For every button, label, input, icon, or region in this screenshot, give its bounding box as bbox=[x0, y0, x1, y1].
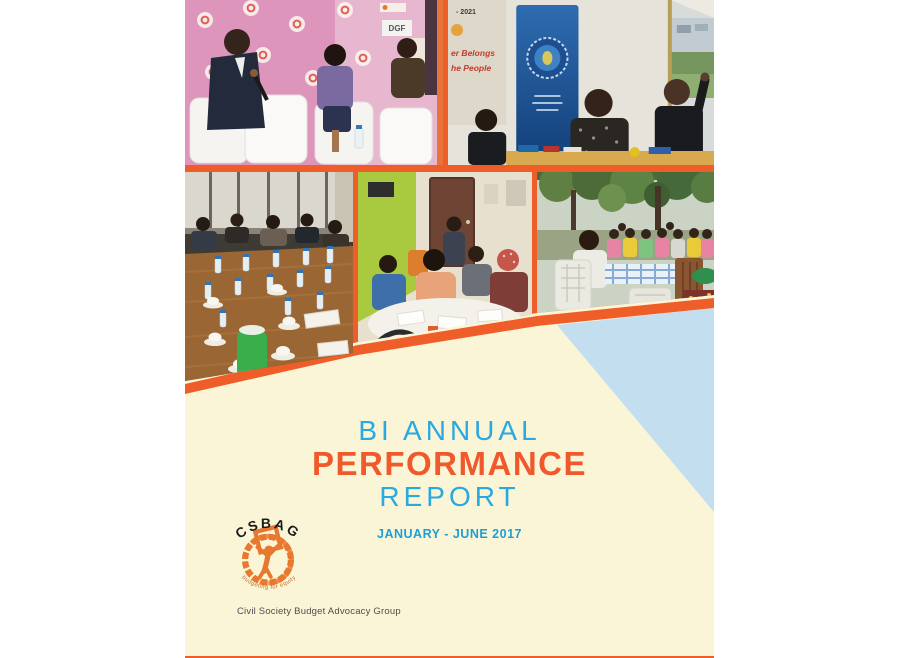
panelist-center bbox=[317, 44, 353, 152]
standing-facilitator bbox=[443, 216, 465, 266]
rollup-banner bbox=[516, 5, 579, 165]
notepads bbox=[303, 309, 350, 358]
banner-year: - 2021 bbox=[456, 9, 476, 16]
sky bbox=[670, 18, 714, 53]
attendee-left bbox=[468, 109, 507, 165]
report-period: JANUARY - JUNE 2017 bbox=[377, 527, 522, 541]
stage-curtain bbox=[425, 0, 438, 95]
dgf-logo-box bbox=[382, 20, 412, 36]
photo-collage: DGF bbox=[185, 0, 714, 400]
water-bottles-group bbox=[204, 246, 334, 328]
photo-workshop-illustration bbox=[358, 172, 532, 342]
water-bottle bbox=[354, 125, 364, 149]
title-line-bi-annual: BI ANNUAL bbox=[358, 415, 541, 446]
photo-workshop-roundtable bbox=[358, 172, 532, 342]
photo-press-table: - 2021 er Belongs he People bbox=[448, 0, 714, 165]
title-line-performance: PERFORMANCE bbox=[311, 445, 587, 482]
logo-wreath bbox=[241, 533, 295, 586]
gingham-table bbox=[605, 264, 677, 284]
microphone bbox=[629, 147, 640, 157]
plastic-chairs bbox=[554, 259, 672, 313]
photo-panel-discussion: DGF bbox=[185, 0, 443, 165]
photo-community-illustration bbox=[537, 172, 714, 313]
photo-boardroom-meeting bbox=[185, 172, 353, 381]
dgf-logo-label: DGF bbox=[389, 24, 406, 33]
csbag-logo: CSBAG budgeting for equity bbox=[225, 504, 311, 602]
speaker-left bbox=[207, 29, 269, 130]
photo-panel-illustration: DGF bbox=[185, 0, 443, 165]
report-cover-page: DGF bbox=[185, 0, 714, 658]
green-thermos bbox=[237, 325, 267, 378]
press-table bbox=[506, 145, 714, 165]
wooden-table bbox=[185, 246, 353, 381]
photo-boardroom-illustration bbox=[185, 172, 353, 381]
csbag-logo-graphic: CSBAG budgeting for equity bbox=[232, 515, 301, 591]
tree-foliage bbox=[537, 172, 714, 212]
photo-community-meeting bbox=[537, 172, 714, 313]
sponsor-logo-small bbox=[380, 3, 406, 12]
banner-text-2: he People bbox=[451, 63, 491, 73]
bottom-orange-strip bbox=[185, 656, 714, 658]
logo-figure bbox=[252, 524, 284, 580]
organization-name: Civil Society Budget Advocacy Group bbox=[237, 606, 401, 617]
people-row bbox=[607, 222, 714, 258]
photo-press-illustration: - 2021 er Belongs he People bbox=[448, 0, 714, 165]
title-line-report: REPORT bbox=[379, 481, 520, 512]
green-basin bbox=[692, 268, 714, 284]
cover-title-block: BI ANNUAL PERFORMANCE REPORT JANUARY - J… bbox=[185, 414, 714, 542]
banner-text-1: er Belongs bbox=[451, 48, 495, 58]
tv-screen bbox=[368, 182, 394, 197]
panelist-right bbox=[391, 38, 425, 98]
wall-banner: - 2021 er Belongs he People bbox=[448, 0, 507, 125]
orange-chair bbox=[408, 250, 428, 276]
